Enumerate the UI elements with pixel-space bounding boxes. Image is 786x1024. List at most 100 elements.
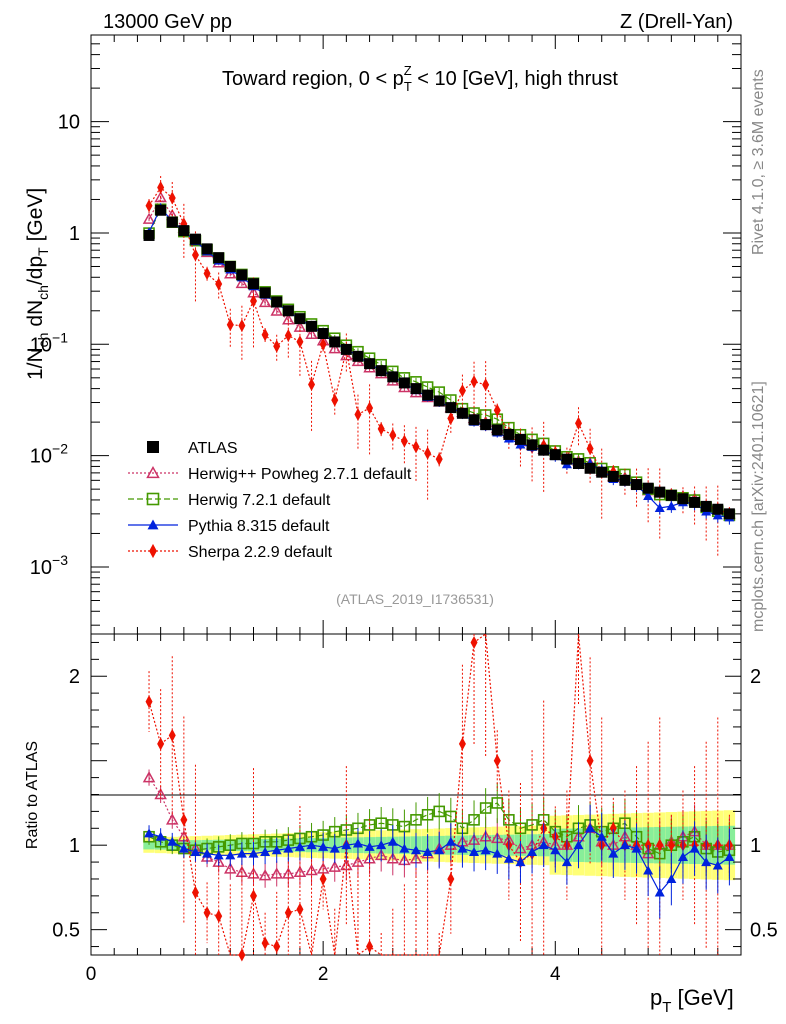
ratio-point: [538, 840, 549, 850]
data-point: [317, 328, 329, 340]
ratio-point: [293, 865, 307, 877]
ratio-point: [387, 836, 398, 846]
side-label-top: Rivet 4.1.0, ≥ 3.6M events: [750, 69, 767, 255]
data-point: [331, 393, 339, 407]
svg-text:Toward region, 0 < pTZ < 10 [G: Toward region, 0 < pTZ < 10 [GeV], high …: [222, 63, 618, 94]
data-point: [366, 401, 374, 415]
x-axis-title: pT [GeV]: [650, 985, 734, 1016]
legend: ATLAS Herwig++ Powheg 2.7.1 default Herwig…: [128, 440, 412, 561]
ratio-point: [328, 860, 342, 872]
data-point: [665, 489, 677, 501]
data-point: [643, 491, 654, 501]
ratio-point: [270, 867, 283, 879]
data-point: [389, 428, 397, 442]
ratio-point: [411, 845, 421, 855]
data-point: [377, 422, 385, 436]
x-tick-label: 4: [550, 964, 561, 985]
ratio-point: [165, 813, 179, 825]
data-point: [666, 501, 677, 511]
data-point: [273, 339, 281, 353]
ratio-point: [364, 841, 375, 851]
data-point: [526, 439, 538, 451]
side-label-bottom: mcplots.cern.ch [arXiv:2401.10621]: [750, 381, 767, 632]
data-point: [145, 199, 153, 213]
data-point: [203, 267, 211, 281]
ratio-point: [493, 754, 501, 768]
plot-title: Toward region, 0 < pTZ < 10 [GeV], high …: [222, 63, 618, 94]
legend-marker: [147, 441, 159, 453]
data-point: [308, 378, 316, 392]
legend-marker: [147, 519, 159, 530]
ratio-point: [236, 848, 247, 858]
data-point: [445, 402, 457, 414]
ratio-point: [366, 940, 374, 954]
ratio-point: [168, 728, 176, 742]
data-point: [503, 428, 515, 440]
ratio-point: [341, 840, 352, 850]
ratio-point: [573, 840, 584, 850]
data-point: [329, 336, 341, 348]
ratio-point: [666, 873, 677, 883]
data-point: [654, 486, 666, 498]
ratio-point: [157, 737, 165, 751]
ratio-point: [284, 906, 292, 920]
ratio-point: [586, 754, 594, 768]
data-point: [631, 479, 643, 491]
data-point: [700, 500, 712, 512]
data-point: [143, 229, 155, 241]
legend-label: Herwig 7.2.1 default: [188, 492, 331, 509]
ratio-point: [656, 838, 664, 852]
data-point: [375, 365, 387, 377]
ratio-point: [469, 846, 480, 856]
ratio-tick-label-right: 0.5: [750, 920, 778, 942]
data-point: [236, 269, 248, 281]
ratio-point: [643, 865, 654, 875]
ratio-point: [167, 836, 178, 846]
ratio-point: [689, 843, 700, 853]
analysis-id: (ATLAS_2019_I1736531): [336, 591, 494, 607]
data-point: [328, 342, 342, 354]
data-point: [447, 411, 455, 425]
data-point: [584, 462, 596, 474]
data-point: [142, 212, 156, 224]
ratio-y-axis-title: Ratio to ATLAS: [24, 741, 41, 849]
y-tick-label: 10: [58, 112, 80, 134]
data-point: [470, 375, 478, 389]
x-tick-label: 0: [86, 964, 97, 985]
ratio-point: [410, 814, 422, 826]
ratio-point: [225, 850, 236, 860]
ratio-point: [550, 845, 561, 855]
legend-label: Sherpa 2.2.9 default: [188, 544, 333, 561]
data-point: [270, 304, 283, 316]
svg-text:pT [GeV]: pT [GeV]: [650, 985, 734, 1016]
data-point: [424, 446, 432, 460]
data-point: [400, 434, 408, 448]
ratio-point: [631, 843, 642, 853]
data-point: [586, 442, 594, 456]
data-point: [261, 328, 269, 342]
ratio-tick-label: 1: [69, 835, 80, 857]
data-point: [157, 181, 165, 195]
data-point: [258, 295, 272, 308]
data-point: [191, 248, 199, 262]
data-point: [189, 233, 201, 245]
data-point: [654, 503, 665, 513]
ratio-point: [215, 909, 223, 923]
ratio-point: [180, 813, 188, 827]
data-point: [352, 350, 364, 362]
ratio-point: [492, 848, 503, 858]
data-point: [305, 327, 318, 339]
series-2: [143, 203, 736, 880]
axis-ticks: 0 2 4 10−3 10−2 10−1 1 10 0.5 0.5 1 1 2 2: [30, 34, 778, 985]
ratio-point: [145, 695, 153, 709]
data-point: [213, 252, 225, 264]
legend-entry-3: Pythia 8.315 default: [128, 518, 330, 535]
ratio-point: [527, 846, 538, 856]
data-point: [250, 294, 257, 308]
legend-label: ATLAS: [188, 440, 238, 457]
y-tick-label: 10−2: [30, 441, 68, 468]
legend-marker: [146, 492, 160, 506]
legend-entry-2: Herwig 7.2.1 default: [128, 492, 331, 509]
data-point: [340, 343, 352, 355]
